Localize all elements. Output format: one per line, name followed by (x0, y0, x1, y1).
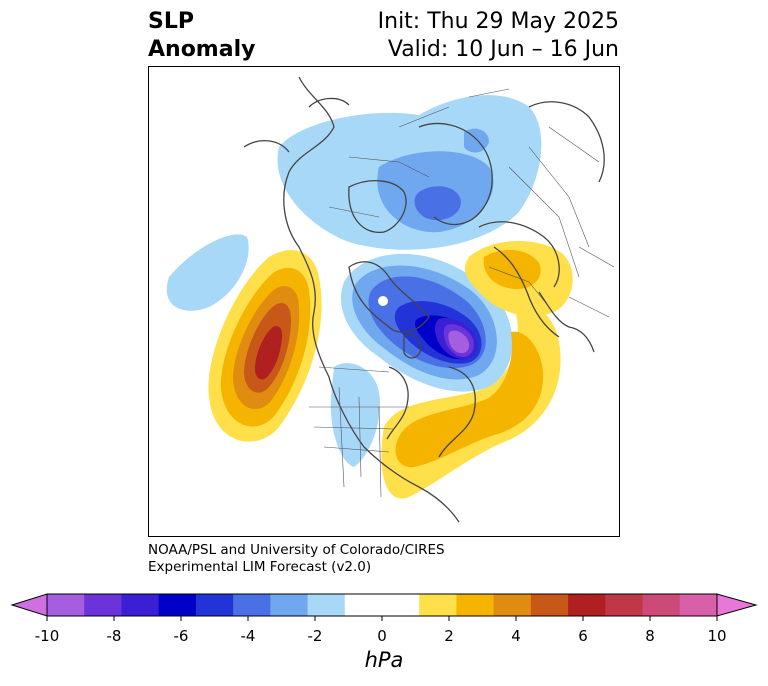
title-line-2: Anomaly (148, 37, 256, 62)
colorbar-tick-label: 2 (444, 627, 454, 645)
central-america-negative-anomaly (330, 363, 380, 467)
colorbar-tick-label: -2 (307, 627, 323, 645)
colorbar-units: hPa (364, 648, 404, 672)
init-date-label: Init: Thu 29 May 2025 (377, 9, 619, 34)
political-borders (309, 88, 615, 498)
pacific-high-anomaly (208, 249, 322, 442)
credits: NOAA/PSL and University of Colorado/CIRE… (148, 542, 445, 576)
title-line-1: SLP (148, 9, 194, 34)
colorbar-swatch (233, 594, 271, 616)
map-title: SLP Anomaly (148, 8, 255, 64)
colorbar-swatch (530, 594, 569, 616)
colorbar-swatch (84, 594, 122, 616)
colorbar-tick-label: -4 (240, 627, 256, 645)
colorbar-swatch (47, 594, 85, 616)
colorbar-swatch (568, 594, 606, 616)
colorbar-swatch (605, 594, 644, 616)
valid-date-label: Valid: 10 Jun – 16 Jun (387, 37, 619, 62)
colorbar-tick-label: 4 (511, 627, 521, 645)
colorbar-swatch (419, 594, 457, 616)
colorbar-tick-label: 8 (645, 627, 655, 645)
colorbar-swatch (382, 594, 420, 616)
colorbar-swatch (158, 594, 197, 616)
colorbar-tick-label: 10 (707, 627, 727, 645)
colorbar-tick-label: 0 (377, 627, 387, 645)
colorbar-swatch (344, 594, 383, 616)
colorbar-swatch (121, 594, 160, 616)
siberia-low-anomaly (277, 95, 542, 250)
colorbar-over-extend (716, 593, 758, 617)
colorbar (10, 593, 758, 621)
slp-anomaly-map (148, 66, 620, 537)
colorbar-swatch (679, 594, 718, 616)
map-svg (166, 76, 615, 523)
eastern-america-high-anomaly (381, 303, 561, 499)
colorbar-tick-label: -10 (34, 627, 60, 645)
colorbar-swatch (307, 594, 346, 616)
colorbar-swatch (195, 594, 234, 616)
colorbar-tick-label: -6 (173, 627, 189, 645)
pacific-negative-anomaly (166, 234, 249, 311)
colorbar-tick-label: -8 (106, 627, 122, 645)
colorbar-swatch (270, 594, 309, 616)
colorbar-tick-label: 6 (578, 627, 588, 645)
colorbar-swatch (456, 594, 495, 616)
colorbar-swatch (493, 594, 532, 616)
coastlines (243, 76, 605, 523)
forecast-dates: Init: Thu 29 May 2025 Valid: 10 Jun – 16… (378, 8, 619, 64)
colorbar-under-extend (10, 593, 48, 617)
colorbar-swatch (642, 594, 681, 616)
credit-line-1: NOAA/PSL and University of Colorado/CIRE… (148, 542, 445, 558)
credit-line-2: Experimental LIM Forecast (v2.0) (148, 559, 372, 575)
